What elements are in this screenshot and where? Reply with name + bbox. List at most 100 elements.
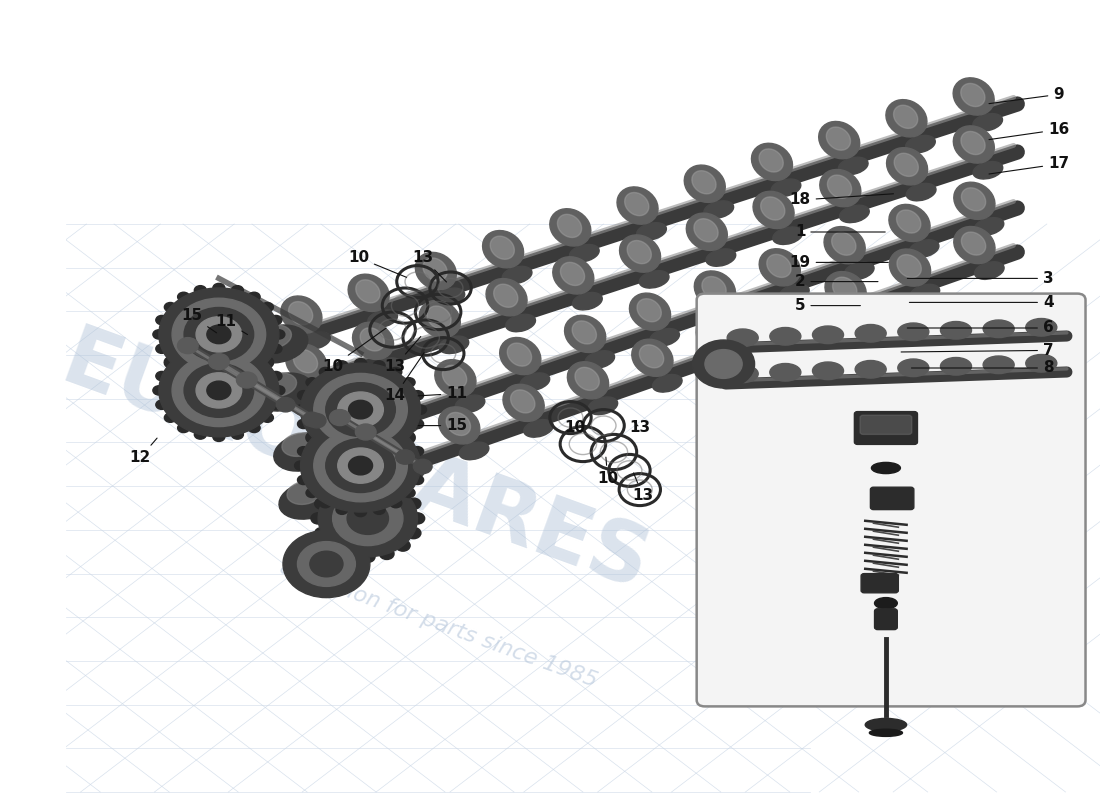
Circle shape xyxy=(156,400,168,410)
Ellipse shape xyxy=(954,182,996,219)
Ellipse shape xyxy=(310,452,351,489)
Ellipse shape xyxy=(1026,318,1057,336)
Circle shape xyxy=(342,548,356,559)
Ellipse shape xyxy=(560,262,584,286)
Ellipse shape xyxy=(820,170,861,206)
Circle shape xyxy=(249,348,260,358)
Ellipse shape xyxy=(326,439,355,457)
Circle shape xyxy=(354,451,366,461)
Text: 8: 8 xyxy=(912,361,1054,375)
Text: a passion for parts since 1985: a passion for parts since 1985 xyxy=(277,557,600,691)
Circle shape xyxy=(262,357,274,366)
Ellipse shape xyxy=(759,149,783,172)
Circle shape xyxy=(389,367,402,377)
Circle shape xyxy=(270,344,282,354)
Circle shape xyxy=(300,363,420,456)
Ellipse shape xyxy=(855,325,887,342)
Ellipse shape xyxy=(631,339,673,376)
Ellipse shape xyxy=(637,298,661,322)
Ellipse shape xyxy=(704,201,734,218)
Ellipse shape xyxy=(524,419,553,437)
Ellipse shape xyxy=(813,362,844,380)
Circle shape xyxy=(213,339,224,349)
Ellipse shape xyxy=(424,258,448,281)
Ellipse shape xyxy=(294,350,318,373)
Circle shape xyxy=(349,456,373,475)
Ellipse shape xyxy=(503,266,532,284)
Ellipse shape xyxy=(727,365,758,382)
Circle shape xyxy=(354,358,366,368)
Text: 15: 15 xyxy=(418,418,468,433)
Circle shape xyxy=(315,527,329,538)
Ellipse shape xyxy=(395,465,425,482)
Ellipse shape xyxy=(520,373,550,390)
Text: 2: 2 xyxy=(794,274,878,289)
Ellipse shape xyxy=(330,487,360,505)
Circle shape xyxy=(415,405,427,414)
Circle shape xyxy=(156,371,168,381)
Ellipse shape xyxy=(898,359,928,377)
Ellipse shape xyxy=(906,183,936,201)
Ellipse shape xyxy=(940,322,971,339)
Ellipse shape xyxy=(248,325,308,363)
Text: 19: 19 xyxy=(790,255,889,270)
Circle shape xyxy=(262,358,274,368)
Circle shape xyxy=(177,367,189,377)
Circle shape xyxy=(330,410,350,426)
Ellipse shape xyxy=(694,271,736,308)
Circle shape xyxy=(195,374,207,383)
Ellipse shape xyxy=(367,310,397,327)
Circle shape xyxy=(297,390,309,400)
Text: 16: 16 xyxy=(989,122,1069,140)
Text: 5: 5 xyxy=(795,298,860,313)
Ellipse shape xyxy=(961,131,986,154)
Ellipse shape xyxy=(826,127,850,150)
Circle shape xyxy=(379,548,394,559)
Circle shape xyxy=(195,286,207,295)
Ellipse shape xyxy=(460,442,488,460)
Ellipse shape xyxy=(845,262,875,279)
Circle shape xyxy=(306,434,318,443)
Circle shape xyxy=(270,315,282,325)
Ellipse shape xyxy=(652,374,682,392)
Text: 18: 18 xyxy=(790,193,893,207)
Ellipse shape xyxy=(824,226,866,264)
Ellipse shape xyxy=(639,345,663,368)
Ellipse shape xyxy=(706,249,736,266)
Ellipse shape xyxy=(770,363,801,381)
Ellipse shape xyxy=(893,106,917,128)
Circle shape xyxy=(336,361,348,370)
Circle shape xyxy=(319,423,331,433)
Circle shape xyxy=(414,459,432,474)
Circle shape xyxy=(306,378,318,387)
Ellipse shape xyxy=(262,373,297,396)
Ellipse shape xyxy=(751,143,792,181)
Circle shape xyxy=(411,419,424,429)
Circle shape xyxy=(207,325,231,344)
Text: EUROSPARES: EUROSPARES xyxy=(51,320,660,608)
Circle shape xyxy=(158,344,279,437)
Ellipse shape xyxy=(390,418,420,435)
Circle shape xyxy=(403,434,415,443)
FancyBboxPatch shape xyxy=(870,487,914,510)
Circle shape xyxy=(396,540,410,551)
Text: 15: 15 xyxy=(182,309,217,333)
Ellipse shape xyxy=(575,367,600,390)
Ellipse shape xyxy=(570,245,600,262)
Circle shape xyxy=(172,354,266,426)
Circle shape xyxy=(379,478,394,489)
Ellipse shape xyxy=(910,284,939,302)
Circle shape xyxy=(156,344,168,354)
Ellipse shape xyxy=(455,395,485,413)
Circle shape xyxy=(410,513,425,524)
Ellipse shape xyxy=(954,226,996,264)
Ellipse shape xyxy=(717,352,747,370)
Ellipse shape xyxy=(318,458,342,481)
Ellipse shape xyxy=(442,366,466,388)
Ellipse shape xyxy=(886,100,927,137)
Circle shape xyxy=(361,474,375,486)
Circle shape xyxy=(403,378,415,387)
Circle shape xyxy=(207,381,231,400)
Ellipse shape xyxy=(585,350,615,368)
Ellipse shape xyxy=(627,241,651,264)
